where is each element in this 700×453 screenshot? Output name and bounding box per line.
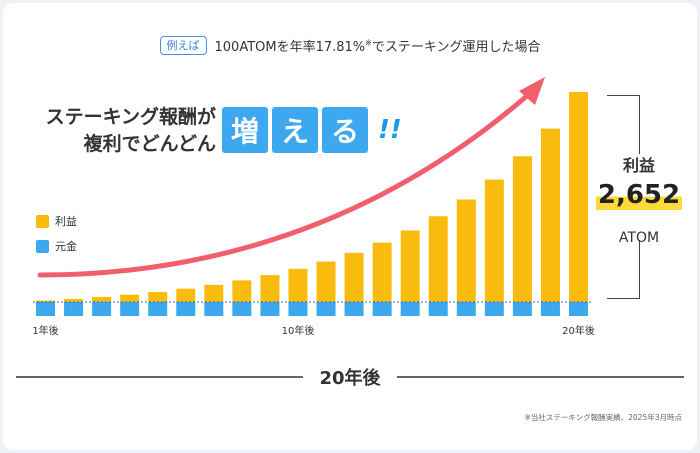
legend-label-principal: 元金 bbox=[55, 240, 77, 253]
result-label: 利益 bbox=[622, 156, 655, 175]
bar-profit bbox=[260, 275, 280, 302]
bar-principal bbox=[484, 302, 504, 316]
bar-profit bbox=[204, 284, 224, 302]
condition: 例えば 100ATOMを年率17.81%※でステーキング運用した場合 bbox=[0, 36, 700, 55]
bar-principal bbox=[36, 302, 55, 316]
headline-tile: え bbox=[272, 107, 318, 153]
result-value-text: 2,652 bbox=[595, 180, 683, 210]
bar-profit bbox=[344, 252, 364, 302]
x-tick-label: 10年後 bbox=[282, 324, 315, 337]
bar-principal bbox=[288, 302, 308, 316]
bar-profit bbox=[484, 179, 504, 302]
bar-profit bbox=[456, 199, 476, 302]
result-value: 2,652 bbox=[590, 180, 688, 210]
bar-profit bbox=[372, 242, 392, 302]
bar-principal bbox=[372, 302, 392, 316]
bar-profit bbox=[64, 298, 84, 302]
legend-label-profit: 利益 bbox=[55, 215, 77, 228]
legend-item-profit: 利益 bbox=[36, 213, 77, 229]
bar-profit bbox=[316, 261, 336, 302]
bar-profit bbox=[92, 296, 112, 302]
headline-exclaim: !! bbox=[378, 115, 402, 145]
bar-profit bbox=[120, 294, 140, 302]
footer: 20年後 bbox=[16, 364, 684, 390]
bar-principal bbox=[512, 302, 532, 316]
legend-swatch-profit bbox=[36, 214, 49, 228]
footer-line-left bbox=[16, 376, 304, 378]
x-tick-label: 20年後 bbox=[562, 324, 595, 337]
headline-line2: 複利でどんどん bbox=[83, 133, 216, 155]
bar-principal bbox=[260, 302, 280, 316]
bar-principal bbox=[344, 302, 364, 316]
bar-profit bbox=[36, 300, 55, 302]
bar-principal bbox=[204, 302, 224, 316]
bar-profit bbox=[569, 92, 588, 302]
condition-text-rest: でステーキング運用した場合 bbox=[371, 40, 541, 55]
bar-profit bbox=[148, 291, 168, 302]
bar-profit bbox=[288, 268, 308, 302]
footer-line-right bbox=[396, 376, 684, 378]
bar-principal bbox=[232, 302, 252, 316]
bar-principal bbox=[428, 302, 448, 316]
result-unit: ATOM bbox=[618, 230, 660, 246]
headline-tiles: 増 え る !! bbox=[222, 107, 402, 153]
tick-labels: 1年後 10年後 20年後 bbox=[32, 324, 595, 337]
footnote: ※当社ステーキング報酬実績、2025年3月時点 bbox=[524, 413, 682, 422]
trend-arrow bbox=[37, 92, 531, 278]
bar-profit bbox=[232, 280, 252, 302]
x-tick-label: 1年後 bbox=[32, 324, 58, 337]
headline-tile: 増 bbox=[222, 107, 268, 153]
bar-principal bbox=[64, 302, 84, 316]
bars-group bbox=[36, 92, 588, 316]
footer-label: 20年後 bbox=[319, 368, 381, 389]
legend-item-principal: 元金 bbox=[36, 238, 77, 254]
bar-principal bbox=[569, 302, 588, 316]
bar-profit bbox=[512, 156, 532, 302]
headline-line1: ステーキング報酬が bbox=[45, 106, 216, 128]
bar-principal bbox=[400, 302, 420, 316]
result-bracket-top bbox=[607, 95, 640, 154]
bar-principal bbox=[148, 302, 168, 316]
bar-principal bbox=[176, 302, 196, 316]
condition-mark: ※ bbox=[365, 38, 372, 48]
bar-principal bbox=[92, 302, 112, 316]
bar-principal bbox=[456, 302, 476, 316]
headline-tile: る bbox=[322, 107, 368, 153]
legend-swatch-principal bbox=[36, 239, 49, 253]
bar-principal bbox=[316, 302, 336, 316]
result-bracket-bottom bbox=[607, 240, 640, 299]
bar-principal bbox=[540, 302, 560, 316]
condition-text-main: 100ATOMを年率17.81% bbox=[214, 40, 366, 55]
condition-text: 100ATOMを年率17.81%※でステーキング運用した場合 bbox=[215, 36, 541, 55]
bar-profit bbox=[400, 230, 420, 302]
trend-arrowhead bbox=[519, 77, 545, 105]
headline: ステーキング報酬が 複利でどんどん bbox=[8, 104, 216, 158]
bar-profit bbox=[540, 128, 560, 302]
bar-profit bbox=[428, 216, 448, 302]
example-badge: 例えば bbox=[159, 36, 207, 55]
bar-profit bbox=[176, 288, 196, 302]
bar-principal bbox=[120, 302, 140, 316]
